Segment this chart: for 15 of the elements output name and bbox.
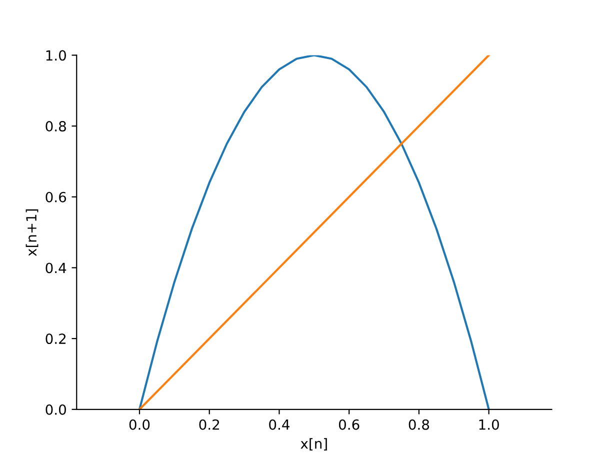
x-tick-label: 0.0	[129, 419, 150, 430]
x-tick-label: 1.0	[479, 419, 499, 430]
y-axis-title: x[n+1]	[26, 209, 38, 256]
x-tick-label: 0.8	[408, 419, 430, 430]
y-tick-label: 0.8	[46, 121, 66, 132]
x-axis-title: x[n]	[300, 438, 327, 451]
x-tick-label: 0.2	[199, 419, 220, 430]
y-tick-label: 1.0	[46, 50, 66, 61]
y-tick-label: 0.0	[46, 404, 66, 415]
y-tick-label: 0.2	[46, 334, 66, 344]
x-tick-label: 0.4	[269, 419, 290, 430]
line-series	[138, 55, 490, 410]
x-tick-label: 0.6	[338, 419, 360, 430]
y-tick-label: 0.4	[46, 262, 66, 274]
y-tick-label: 0.6	[46, 192, 66, 202]
